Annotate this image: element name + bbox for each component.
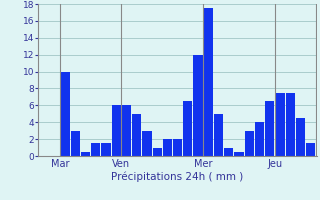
Bar <box>194 55 203 156</box>
Bar <box>71 131 80 156</box>
Bar <box>285 93 295 156</box>
Bar <box>112 105 121 156</box>
Bar <box>204 8 213 156</box>
Bar <box>265 101 274 156</box>
Bar <box>122 105 131 156</box>
Bar <box>235 152 244 156</box>
Bar <box>214 114 223 156</box>
Bar <box>163 139 172 156</box>
Bar <box>296 118 305 156</box>
Bar <box>60 72 70 156</box>
Bar <box>142 131 151 156</box>
Bar <box>275 93 284 156</box>
Bar <box>245 131 254 156</box>
Bar <box>255 122 264 156</box>
Bar <box>132 114 141 156</box>
Bar <box>183 101 192 156</box>
Bar <box>91 143 100 156</box>
Bar <box>153 148 162 156</box>
Bar <box>306 143 315 156</box>
Bar <box>224 148 233 156</box>
X-axis label: Précipitations 24h ( mm ): Précipitations 24h ( mm ) <box>111 172 244 182</box>
Bar <box>173 139 182 156</box>
Bar <box>81 152 90 156</box>
Bar <box>101 143 110 156</box>
